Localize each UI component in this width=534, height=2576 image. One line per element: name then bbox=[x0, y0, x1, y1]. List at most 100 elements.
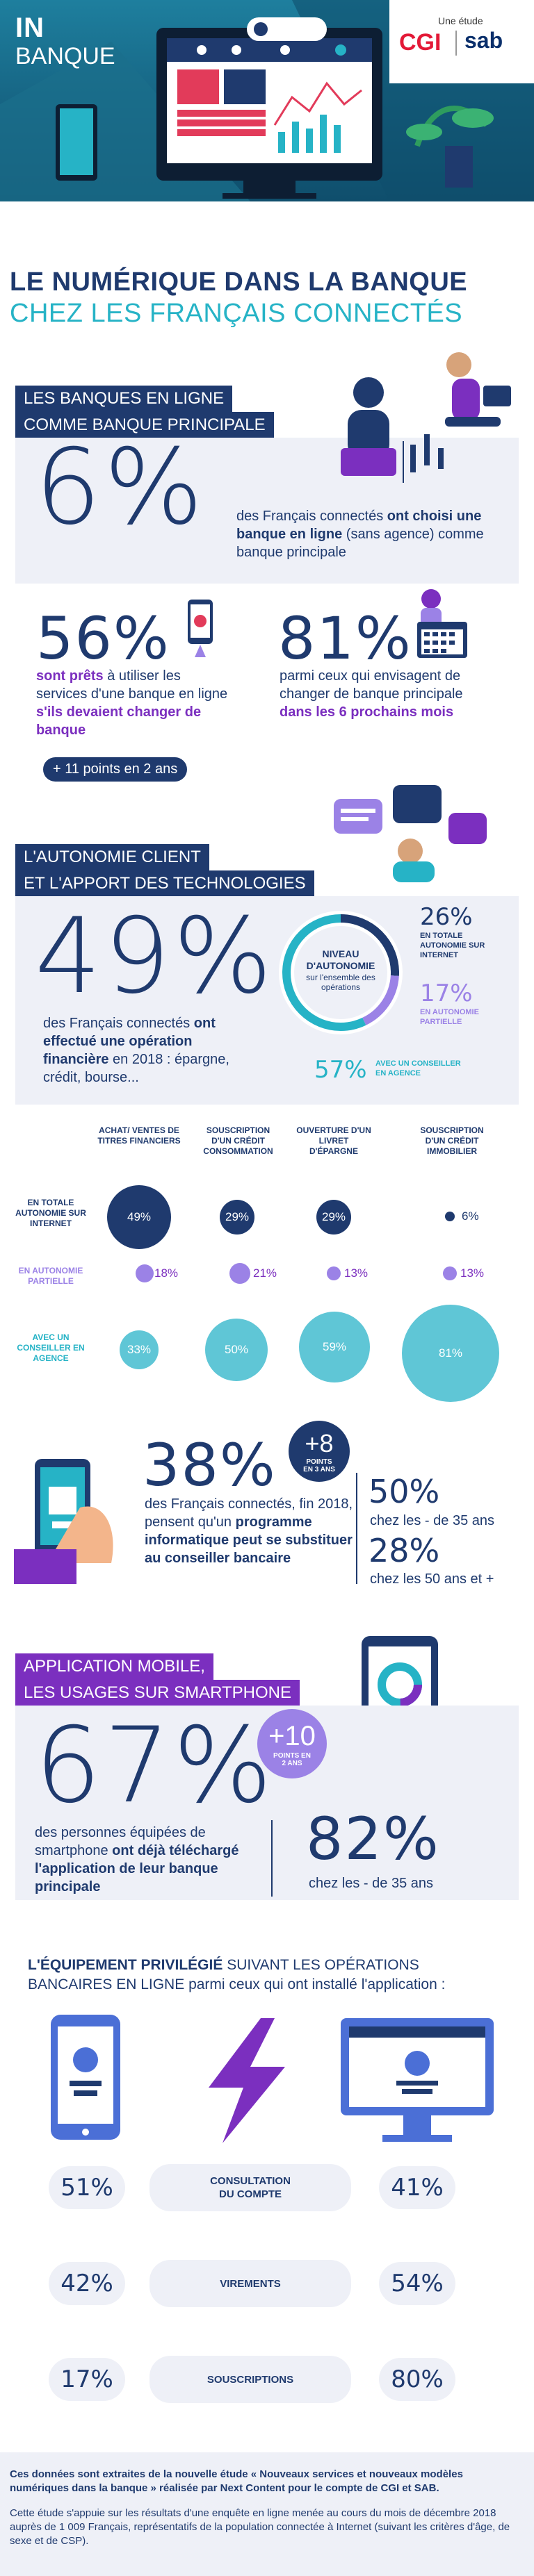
stat-28-label: chez les 50 ans et + bbox=[370, 1571, 494, 1587]
equip-desktop-value-3: 80% bbox=[391, 2366, 444, 2393]
page-subtitle: CHEZ LES FRANÇAIS CONNECTÉS bbox=[10, 299, 463, 328]
section2-panel bbox=[15, 896, 519, 1105]
section1-band-line1: LES BANQUES EN LIGNE bbox=[15, 386, 233, 412]
section3-band-line2: LES USAGES SUR SMARTPHONE bbox=[15, 1680, 300, 1706]
equip-label-2: VIREMENTS bbox=[149, 2260, 351, 2307]
equip-mobile-value-2: 42% bbox=[60, 2270, 113, 2297]
stat-67-bold: ont déjà téléchargé l'application de leu… bbox=[35, 1843, 239, 1894]
stat-82-value: 82% bbox=[306, 1805, 440, 1873]
footer bbox=[0, 2452, 534, 2576]
matrix-col-4: SOUSCRIPTION D'UN CRÉDIT IMMOBILIER bbox=[420, 1125, 484, 1156]
equip-label-text-3: SOUSCRIPTIONS bbox=[207, 2373, 294, 2386]
stat-28-value: 28% bbox=[369, 1532, 440, 1569]
stat-81-text: parmi ceux qui envisagent de changer de … bbox=[280, 667, 474, 721]
in-banque-logo: IN bbox=[15, 13, 44, 43]
matrix-circle-r2-c1 bbox=[136, 1264, 154, 1282]
matrix-value-r3-c3: 59% bbox=[322, 1340, 347, 1353]
people-laptop-illustration bbox=[341, 352, 511, 483]
equip-title-bold: L'ÉQUIPEMENT PRIVILÉGIÉ bbox=[28, 1957, 223, 1973]
stat-38-divider bbox=[356, 1473, 357, 1584]
donut-pct-1: 26% bbox=[420, 903, 473, 931]
stat-56-text: sont prêts à utiliser les services d'une… bbox=[36, 667, 231, 739]
stat-49-t1: des Français connectés bbox=[43, 1016, 194, 1031]
equip-desktop-value-1: 41% bbox=[391, 2174, 444, 2202]
hand-phone-illustration bbox=[14, 1459, 113, 1584]
stat-81-t1: parmi ceux qui envisagent de changer de … bbox=[280, 668, 463, 702]
matrix-circle-r1-c2: 29% bbox=[220, 1200, 254, 1235]
stat-67-t1: des personnes équipées de smartphone bbox=[35, 1825, 206, 1858]
section1-band-line2: COMME BANQUE PRINCIPALE bbox=[15, 412, 274, 438]
equip-mobile-value-1: 51% bbox=[60, 2174, 113, 2202]
partner-logo-area bbox=[389, 0, 534, 83]
equip-mobile-pct-2: 42% bbox=[49, 2262, 125, 2305]
stat-82-divider bbox=[271, 1820, 273, 1897]
matrix-circle-r1-c3: 29% bbox=[316, 1200, 351, 1235]
stat-6-text-a: des Français connectés bbox=[236, 509, 387, 524]
stat-56-t1: à utiliser les services d'une banque en … bbox=[36, 668, 228, 702]
stat-56-value: 56% bbox=[36, 604, 170, 672]
equip-desktop-value-2: 54% bbox=[391, 2270, 444, 2297]
stat-56-bold1: sont prêts bbox=[36, 668, 104, 684]
matrix-value-r2-c4: 13% bbox=[460, 1266, 485, 1280]
equip-mobile-pct-1: 51% bbox=[49, 2166, 125, 2209]
stat-56-pill: + 11 points en 2 ans bbox=[43, 757, 188, 782]
equip-label-text-2: VIREMENTS bbox=[220, 2277, 281, 2290]
stat-56-bold2: s'ils devaient changer de banque bbox=[36, 704, 202, 738]
stat-38-t1: des Français connectés, fin 2018, pensen… bbox=[145, 1496, 353, 1530]
matrix-row-2: EN AUTONOMIE PARTIELLE bbox=[18, 1266, 83, 1286]
equip-label-1: CONSULTATION DU COMPTE bbox=[149, 2164, 351, 2211]
stat-38-badge-value: +8 bbox=[305, 1429, 334, 1458]
matrix-circle-r2-c3 bbox=[327, 1266, 341, 1280]
donut-subtitle: sur l'ensemble des opérations bbox=[306, 973, 375, 992]
stat-67-badge-label: POINTS EN 2 ANS bbox=[273, 1751, 311, 1767]
stat-49-text: des Français connectés ont effectué une … bbox=[43, 1014, 252, 1087]
stat-38-value: 38% bbox=[143, 1431, 277, 1499]
matrix-circle-r1-c1: 49% bbox=[107, 1185, 171, 1249]
stat-49-bold: ont effectué une opération financière bbox=[43, 1016, 216, 1067]
phone-icon bbox=[188, 600, 213, 657]
matrix-value-r1-c3: 29% bbox=[321, 1210, 346, 1223]
matrix-circle-r3-c4: 81% bbox=[402, 1305, 499, 1402]
matrix-circle-r1-c4 bbox=[445, 1212, 455, 1221]
equip-desktop-pct-2: 54% bbox=[379, 2262, 455, 2305]
matrix-value-r1-c4: 6% bbox=[462, 1209, 479, 1223]
matrix-value-r2-c3: 13% bbox=[344, 1266, 369, 1280]
footer-source: Ces données sont extraites de la nouvell… bbox=[10, 2468, 463, 2494]
chat-bubbles-illustration bbox=[334, 785, 487, 882]
lightning-icon bbox=[209, 2018, 285, 2143]
equip-title-line2b: parmi ceux qui ont installé l'applicatio… bbox=[184, 1976, 446, 1992]
donut-label-1: EN TOTALE AUTONOMIE SUR INTERNET bbox=[420, 932, 485, 959]
stat-6-text-c: (sans agence) comme banque principale bbox=[236, 527, 484, 560]
matrix-value-r1-c2: 29% bbox=[225, 1210, 250, 1223]
equip-desktop-pct-3: 80% bbox=[379, 2358, 455, 2401]
matrix-value-r3-c2: 50% bbox=[224, 1343, 249, 1356]
stat-50-label: chez les - de 35 ans bbox=[370, 1513, 494, 1528]
donut-pct-2: 17% bbox=[420, 980, 473, 1007]
cgi-logo: CGI bbox=[399, 29, 442, 56]
matrix-value-r3-c4: 81% bbox=[438, 1346, 463, 1360]
stat-67-value: 67% bbox=[35, 1706, 275, 1826]
equip-title: L'ÉQUIPEMENT PRIVILÉGIÉ SUIVANT LES OPÉR… bbox=[28, 1956, 515, 1995]
matrix-col-2: SOUSCRIPTION D'UN CRÉDIT CONSOMMATION bbox=[203, 1125, 273, 1156]
stat-6-value: 6% bbox=[35, 427, 206, 548]
matrix-value-r1-c1: 49% bbox=[127, 1210, 152, 1223]
stat-38-badge-label: POINTS EN 3 ANS bbox=[303, 1458, 335, 1473]
section2-band-line1: L'AUTONOMIE CLIENT bbox=[15, 844, 209, 870]
donut-pct-3: 57% bbox=[314, 1056, 367, 1084]
footer-method: Cette étude s'appuie sur les résultats d… bbox=[10, 2507, 510, 2547]
donut-label-2: EN AUTONOMIE PARTIELLE bbox=[420, 1008, 479, 1026]
section3-band-line1: APPLICATION MOBILE, bbox=[15, 1653, 213, 1680]
equip-mobile-value-3: 17% bbox=[60, 2366, 113, 2393]
section2-band-line2: ET L'APPORT DES TECHNOLOGIES bbox=[15, 870, 314, 897]
matrix-circle-r3-c2: 50% bbox=[205, 1319, 268, 1381]
matrix-col-3: OUVERTURE D'UN LIVRET D'ÉPARGNE bbox=[296, 1125, 371, 1156]
equip-mobile-pct-3: 17% bbox=[49, 2358, 125, 2401]
mobile-device-icon bbox=[51, 2015, 120, 2140]
study-label: Une étude bbox=[438, 15, 483, 26]
stat-49-t2: en 2018 : épargne, crédit, bourse... bbox=[43, 1052, 229, 1085]
stat-38-bold: programme informatique peut se substitue… bbox=[145, 1514, 353, 1566]
matrix-row-1: EN TOTALE AUTONOMIE SUR INTERNET bbox=[15, 1198, 86, 1228]
sab-logo: sab bbox=[464, 28, 503, 53]
stat-6-text: des Français connectés ont choisi une ba… bbox=[236, 507, 494, 561]
matrix-row-3: AVEC UN CONSEILLER EN AGENCE bbox=[17, 1332, 85, 1363]
